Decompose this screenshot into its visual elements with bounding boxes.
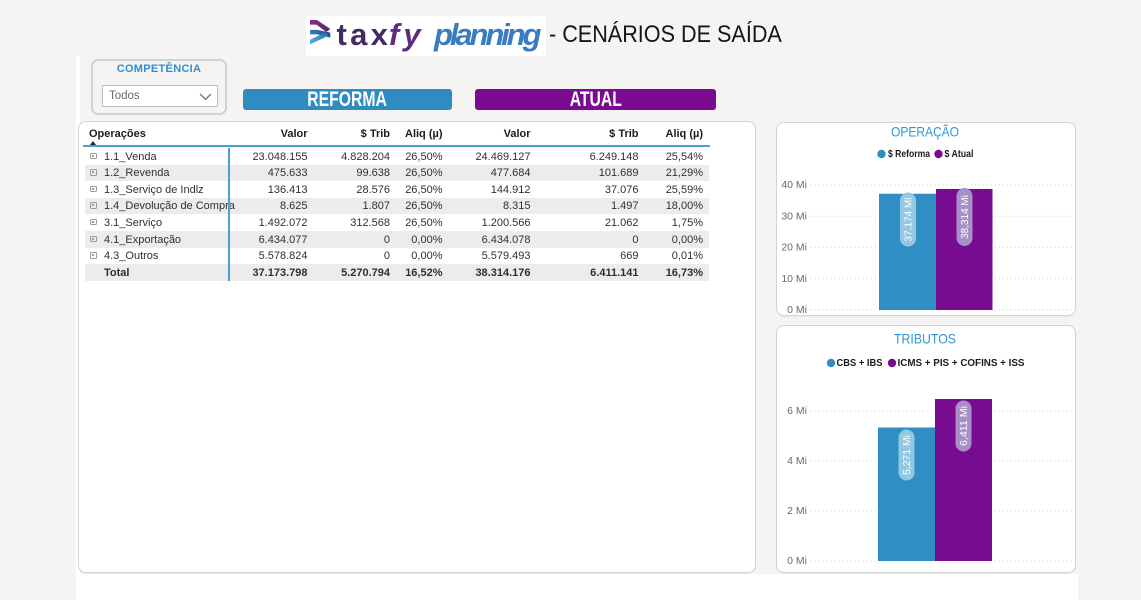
- svg-text:4 Mi: 4 Mi: [787, 455, 807, 467]
- svg-text:ICMS + PIS + COFINS + ISS: ICMS + PIS + COFINS + ISS: [898, 357, 1025, 369]
- svg-text:40 Mi: 40 Mi: [781, 179, 807, 191]
- svg-text:CBS + IBS: CBS + IBS: [837, 357, 883, 369]
- svg-text:TRIBUTOS: TRIBUTOS: [894, 331, 956, 347]
- svg-text:OPERAÇÃO: OPERAÇÃO: [891, 124, 959, 140]
- svg-text:2 Mi: 2 Mi: [787, 505, 807, 517]
- svg-text:6 Mi: 6 Mi: [787, 405, 807, 417]
- svg-text:10 Mi: 10 Mi: [781, 273, 807, 285]
- svg-text:5,271 Mi: 5,271 Mi: [902, 435, 913, 475]
- svg-text:0 Mi: 0 Mi: [787, 555, 807, 567]
- svg-text:0 Mi: 0 Mi: [787, 304, 807, 315]
- svg-text:38,314 Mi: 38,314 Mi: [960, 195, 971, 239]
- svg-text:37,174 Mi: 37,174 Mi: [904, 198, 915, 242]
- svg-text:$ Atual: $ Atual: [945, 148, 974, 160]
- svg-text:30 Mi: 30 Mi: [781, 210, 807, 222]
- svg-text:6,411 Mi: 6,411 Mi: [959, 406, 970, 446]
- svg-text:20 Mi: 20 Mi: [781, 242, 807, 254]
- svg-text:$ Reforma: $ Reforma: [888, 148, 930, 160]
